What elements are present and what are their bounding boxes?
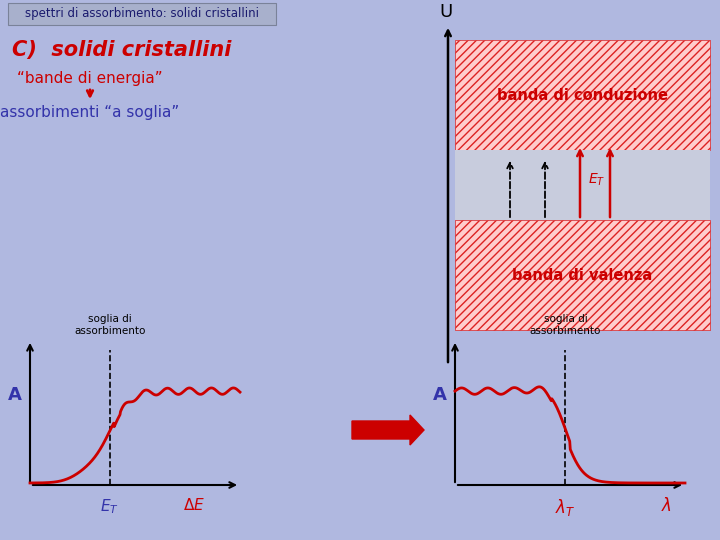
Text: U: U <box>439 3 453 21</box>
Text: A: A <box>8 386 22 404</box>
Text: $E_T$: $E_T$ <box>588 172 606 188</box>
Text: $E_T$: $E_T$ <box>100 497 120 516</box>
Text: banda di valenza: banda di valenza <box>513 267 652 282</box>
Text: $\lambda_T$: $\lambda_T$ <box>555 497 575 518</box>
Bar <box>455 150 710 220</box>
Text: “bande di energia”: “bande di energia” <box>17 71 163 85</box>
Text: $\Delta E$: $\Delta E$ <box>183 497 204 513</box>
Text: soglia di
assorbimento: soglia di assorbimento <box>74 314 145 336</box>
Text: C)  solidi cristallini: C) solidi cristallini <box>12 40 231 60</box>
Text: A: A <box>433 386 447 404</box>
Text: spettri di assorbimento: solidi cristallini: spettri di assorbimento: solidi cristall… <box>25 8 259 21</box>
Text: $\lambda$: $\lambda$ <box>661 497 672 515</box>
Bar <box>455 220 710 330</box>
Bar <box>455 40 710 150</box>
Bar <box>8 3 276 25</box>
Text: assorbimenti “a soglia”: assorbimenti “a soglia” <box>1 105 179 119</box>
Text: banda di conduzione: banda di conduzione <box>497 87 668 103</box>
Text: soglia di
assorbimento: soglia di assorbimento <box>530 314 601 336</box>
FancyArrow shape <box>352 415 424 445</box>
